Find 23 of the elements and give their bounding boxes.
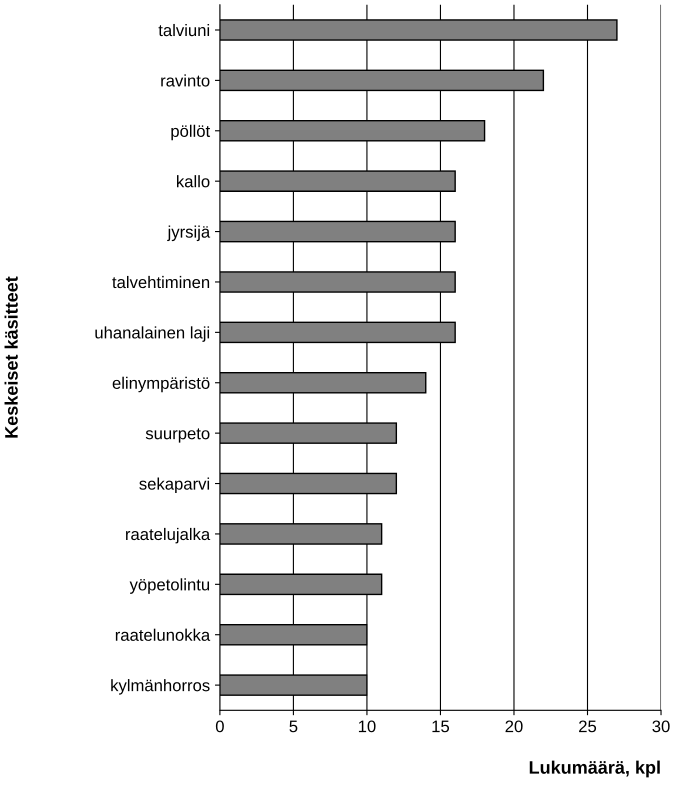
- y-tick-label: pöllöt: [171, 124, 210, 140]
- y-tick-label: sekaparvi: [139, 478, 210, 494]
- y-tick-label: jyrsijä: [167, 226, 210, 242]
- y-tick-label: yöpetolintu: [130, 578, 210, 594]
- y-tick-label: kylmänhorros: [111, 679, 210, 695]
- y-tick-label: talviuni: [158, 24, 210, 36]
- y-tick-label: kallo: [177, 175, 210, 188]
- x-tick-label: 0: [216, 720, 224, 732]
- x-tick-label: 5: [289, 720, 298, 732]
- x-axis-title: Lukumäärä, kpl: [530, 760, 660, 778]
- y-tick-label: uhanalainen laji: [95, 326, 210, 342]
- y-tick-label: raatelunokka: [116, 628, 210, 641]
- y-axis-title: Keskeiset käsitteet: [4, 276, 18, 438]
- y-tick-label: elinympäristö: [112, 376, 210, 392]
- y-tick-label: suurpeto: [146, 428, 210, 443]
- x-tick-label: 20: [506, 720, 523, 732]
- x-tick-label: 10: [358, 720, 376, 732]
- x-tick-label: 30: [652, 720, 670, 732]
- x-tick-label: 15: [432, 720, 450, 732]
- y-tick-label: ravinto: [161, 74, 210, 87]
- x-tick-label: 25: [579, 720, 596, 732]
- y-tick-label: raatelujalka: [126, 528, 210, 544]
- y-tick-label: talvehtiminen: [112, 276, 210, 288]
